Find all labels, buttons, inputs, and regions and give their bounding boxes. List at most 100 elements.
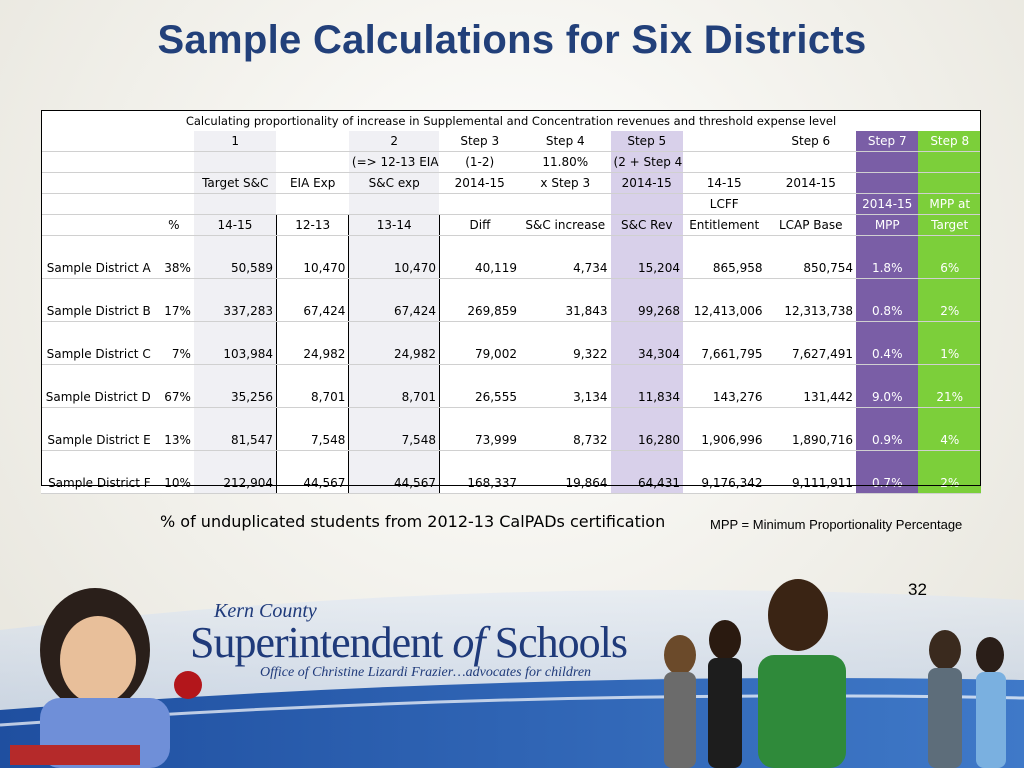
header-cell: 12-13: [275, 214, 349, 236]
header-cell: MPP: [856, 214, 919, 236]
header-cell: 14-15: [193, 214, 277, 236]
gap-cell: [153, 407, 194, 430]
header-cell: 2014-15: [439, 172, 520, 194]
header-cell: [153, 131, 194, 152]
table-cell: 9,111,911: [765, 473, 857, 494]
gap-cell: [519, 407, 611, 430]
gap-cell: [41, 321, 154, 344]
table-cell: 99,268: [610, 301, 683, 322]
table-cell: 50,589: [193, 258, 277, 279]
header-row: LCFF 2014-15 MPP at: [41, 193, 981, 215]
gap-cell: [765, 278, 857, 301]
spacer-cell: [41, 235, 154, 258]
table-caption-row: Calculating proportionality of increase …: [41, 110, 981, 131]
header-cell: [610, 193, 683, 215]
table-cell: 3,134: [519, 387, 611, 408]
table-cell: 12,313,738: [765, 301, 857, 322]
header-row: 1 2 Step 3 Step 4 Step 5 Step 6 Step 7 Step 8: [41, 131, 981, 152]
footer-banner: [0, 579, 1024, 768]
table-cell: 44,567: [348, 473, 440, 494]
header-cell: [41, 214, 154, 236]
gap-cell: [918, 407, 981, 430]
table-cell: 7,627,491: [765, 344, 857, 365]
table-cell: 337,283: [193, 301, 277, 322]
district-name: Sample District D: [41, 387, 154, 408]
table-cell: 0.7%: [856, 473, 919, 494]
gap-cell: [856, 364, 919, 387]
table-row: Sample District F 10% 212,904 44,567 44,567 1…: [41, 473, 981, 494]
district-name: Sample District A: [41, 258, 154, 279]
gap-row: [41, 278, 981, 301]
students-image: [664, 579, 1006, 768]
logo-county: Kern County: [214, 600, 317, 622]
header-cell: 2014-15: [856, 193, 919, 215]
spacer-cell: [856, 235, 919, 258]
girl-with-books-image: [10, 588, 202, 768]
gap-cell: [275, 278, 349, 301]
gap-cell: [153, 364, 194, 387]
header-cell: 13-14: [348, 214, 440, 236]
table-cell: 10%: [153, 473, 194, 494]
gap-cell: [856, 278, 919, 301]
table-cell: 15,204: [610, 258, 683, 279]
gap-cell: [41, 407, 154, 430]
table-cell: 67,424: [275, 301, 349, 322]
page-number: 32: [908, 580, 927, 599]
gap-cell: [918, 321, 981, 344]
gap-cell: [682, 407, 766, 430]
table-cell: 7,661,795: [682, 344, 766, 365]
table-cell: 212,904: [193, 473, 277, 494]
spacer-cell: [918, 235, 981, 258]
gap-cell: [682, 278, 766, 301]
spacer-cell: [765, 235, 857, 258]
gap-cell: [610, 278, 683, 301]
table-cell: 40,119: [439, 258, 520, 279]
header-cell: LCAP Base: [765, 214, 857, 236]
header-cell: [439, 193, 520, 215]
table-cell: 1,906,996: [682, 430, 766, 451]
table-cell: 34,304: [610, 344, 683, 365]
table-cell: 8,701: [275, 387, 349, 408]
gap-cell: [765, 450, 857, 473]
logo-schools: Schools: [494, 618, 628, 667]
gap-cell: [275, 407, 349, 430]
table-cell: 6%: [918, 258, 981, 279]
gap-cell: [519, 321, 611, 344]
spacer-cell: [439, 235, 520, 258]
header-cell: (1-2): [439, 151, 520, 173]
table-caption: Calculating proportionality of increase …: [41, 110, 981, 131]
header-cell: [41, 131, 154, 152]
header-cell: x Step 3: [519, 172, 611, 194]
header-cell: Target: [918, 214, 981, 236]
table-row: Sample District A 38% 50,589 10,470 10,470 40…: [41, 258, 981, 279]
header-cell: EIA Exp: [276, 172, 349, 194]
table-row: Sample District E 13% 81,547 7,548 7,548 73,9…: [41, 430, 981, 451]
gap-cell: [439, 407, 520, 430]
table-cell: 11,834: [610, 387, 683, 408]
spacer-cell: [610, 235, 683, 258]
gap-cell: [519, 278, 611, 301]
table-cell: 850,754: [765, 258, 857, 279]
table-cell: 7%: [153, 344, 194, 365]
header-cell: Step 5: [610, 131, 683, 152]
table-cell: 13%: [153, 430, 194, 451]
table-cell: 31,843: [519, 301, 611, 322]
header-cell: [153, 172, 194, 194]
header-cell: Entitlement: [682, 214, 766, 236]
header-cell: [193, 193, 277, 215]
header-cell: Step 8: [918, 131, 981, 152]
table-cell: 0.4%: [856, 344, 919, 365]
header-cell: 11.80%: [519, 151, 611, 173]
header-cell: [348, 193, 440, 215]
gap-cell: [41, 364, 154, 387]
table-cell: 9.0%: [856, 387, 919, 408]
header-cell: Step 7: [856, 131, 919, 152]
header-cell: 14-15: [682, 172, 766, 194]
kern-county-logo: Kern County Superintendent of Schools Of…: [190, 600, 628, 681]
gap-cell: [918, 450, 981, 473]
gap-cell: [193, 278, 277, 301]
table-cell: 865,958: [682, 258, 766, 279]
gap-cell: [275, 364, 349, 387]
table-cell: 4%: [918, 430, 981, 451]
